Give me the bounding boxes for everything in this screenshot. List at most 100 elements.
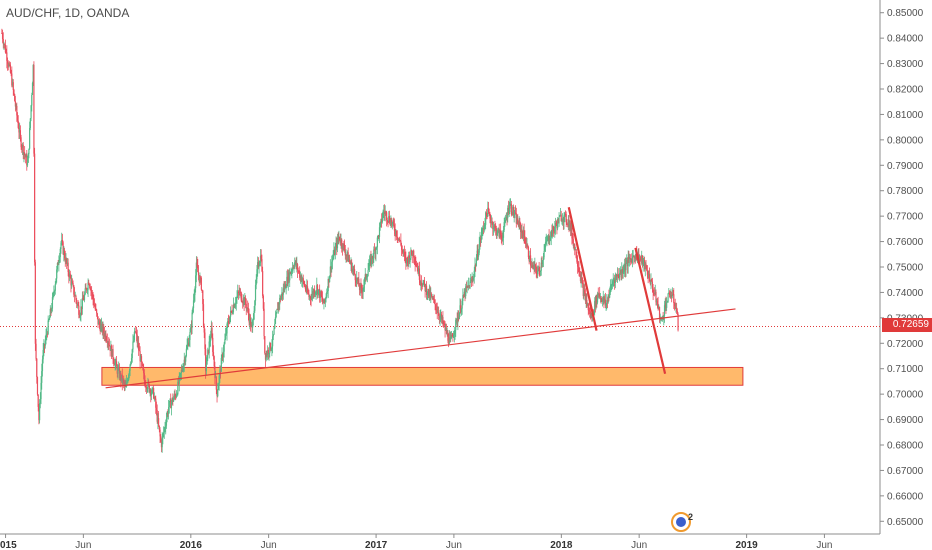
candle-body <box>336 242 338 249</box>
candle-body <box>157 418 159 422</box>
candle-body <box>326 292 328 297</box>
candle-body <box>676 307 678 312</box>
projection-lines[interactable] <box>567 207 667 375</box>
candle-body <box>269 342 271 354</box>
y-tick-label: 0.72000 <box>887 339 924 350</box>
candle-body <box>329 276 331 283</box>
candle-body <box>485 212 487 215</box>
candle-body <box>480 237 482 240</box>
candle-body <box>570 227 572 231</box>
candle-body <box>237 292 239 297</box>
candle-body <box>542 257 544 261</box>
candle-body <box>499 230 501 238</box>
candle-body <box>48 319 50 321</box>
candle-body <box>524 242 527 244</box>
candle-body <box>456 318 458 323</box>
projection-line[interactable] <box>634 247 667 375</box>
candle-body <box>98 321 101 326</box>
rising-trendline[interactable] <box>105 308 736 389</box>
candle-body <box>213 356 215 367</box>
candle-body <box>420 282 422 284</box>
candle-body <box>382 211 384 218</box>
candle-body <box>235 298 237 304</box>
candle-body <box>472 277 475 280</box>
candle-body <box>148 382 150 385</box>
candle-body <box>115 361 117 363</box>
support-zone-rect[interactable] <box>101 366 744 386</box>
candles <box>1 28 679 453</box>
candle-body <box>657 303 659 308</box>
candle-body <box>334 249 336 255</box>
candle-body <box>246 307 248 309</box>
candle-body <box>621 269 623 274</box>
candle-body <box>445 328 448 334</box>
candle-body <box>337 238 339 240</box>
candle-body <box>457 317 460 320</box>
candle-body <box>61 239 63 243</box>
candle-body <box>287 272 289 284</box>
candle-body <box>351 261 353 272</box>
candle-body <box>119 373 121 378</box>
x-tick-label: 2017 <box>365 540 388 550</box>
candle-body <box>1 33 4 39</box>
candle-body <box>434 300 436 305</box>
candle-body <box>320 291 322 297</box>
candle-body <box>373 249 375 258</box>
candle-body <box>548 235 550 242</box>
candle-body <box>495 228 497 236</box>
candle-body <box>291 267 294 271</box>
candle-body <box>542 260 544 264</box>
trendline[interactable] <box>105 308 736 389</box>
candle-body <box>397 237 399 240</box>
candle-body <box>522 232 524 238</box>
candle-body <box>155 407 158 411</box>
candle-body <box>250 324 252 327</box>
candle-body <box>75 295 77 300</box>
events-badge[interactable]: 2 <box>671 512 693 532</box>
candle-body <box>171 398 173 403</box>
candle-body <box>24 154 26 158</box>
candle-body <box>591 315 593 316</box>
candle-body <box>107 342 109 344</box>
candle-body <box>388 216 391 223</box>
candle-body <box>425 285 428 295</box>
candle-body <box>544 241 547 248</box>
candle-body <box>365 274 367 279</box>
candle-body <box>492 222 494 230</box>
candle-body <box>567 219 569 225</box>
chart-title: AUD/CHF, 1D, OANDA <box>6 6 130 20</box>
candle-body <box>104 333 106 337</box>
candle-body <box>593 311 595 314</box>
candle-body <box>145 386 148 390</box>
support-zone[interactable] <box>101 366 744 386</box>
candle-body <box>280 296 282 301</box>
candle-body <box>207 349 210 354</box>
candle-body <box>26 162 29 166</box>
candle-body <box>624 264 626 271</box>
candle-body <box>552 226 554 230</box>
candle-body <box>481 229 483 235</box>
candle-body <box>472 279 474 280</box>
candle-body <box>38 406 40 421</box>
badge-count: 2 <box>688 512 693 522</box>
candle-body <box>224 333 227 340</box>
candle-body <box>303 281 305 286</box>
candle-body <box>421 284 423 287</box>
candle-body <box>324 299 326 303</box>
candle-body <box>97 316 99 325</box>
candle-body <box>288 272 290 281</box>
candle-body <box>450 334 453 338</box>
candle-body <box>413 250 415 258</box>
candle-body <box>616 274 619 277</box>
candle-body <box>550 231 552 239</box>
candle-body <box>348 259 350 262</box>
candle-body <box>283 288 285 290</box>
projection-line[interactable] <box>567 207 598 331</box>
candle-body <box>105 339 108 341</box>
candle-body <box>403 251 405 253</box>
candle-body <box>490 222 492 223</box>
candle-body <box>221 354 223 358</box>
candle-body <box>457 317 459 323</box>
candle-body <box>454 330 456 334</box>
